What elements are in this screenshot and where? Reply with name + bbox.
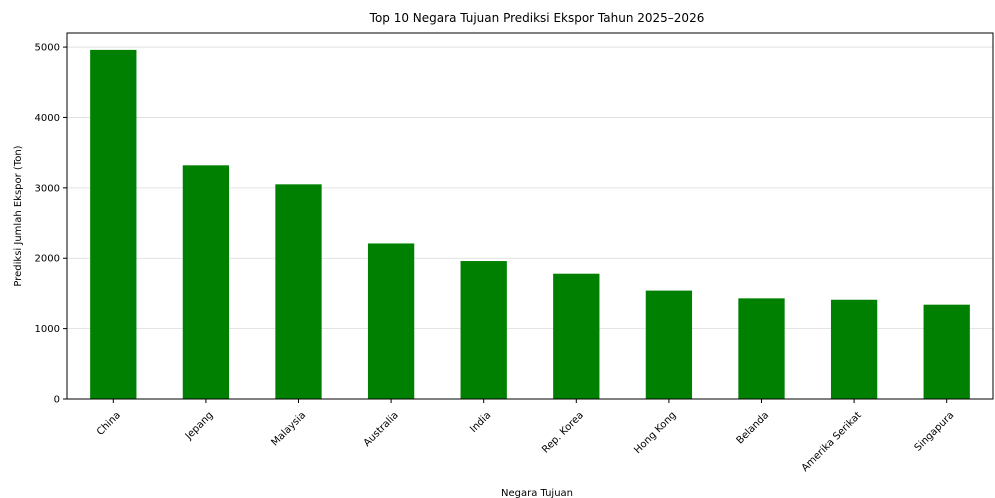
y-axis-ticks: 0 1000 2000 3000 4000 5000: [35, 43, 67, 406]
bar: [923, 304, 970, 399]
x-tick-label: Australia: [362, 410, 401, 449]
bar: [367, 243, 415, 399]
x-tick-label: India: [468, 410, 493, 435]
y-tick-label: 0: [54, 395, 60, 406]
y-tick-label: 3000: [35, 183, 60, 194]
x-axis-ticks: China Jepang Malaysia Australia India Rep. Ko…: [95, 399, 956, 474]
x-tick-label: Singapura: [913, 410, 957, 454]
bar: [830, 299, 878, 399]
bars: [90, 49, 970, 400]
bar: [738, 298, 785, 399]
x-tick-label: Belanda: [735, 410, 772, 447]
bar: [460, 261, 507, 399]
x-tick-label: Rep. Korea: [540, 410, 586, 456]
y-tick-label: 2000: [35, 254, 60, 265]
x-tick-label: Malaysia: [269, 410, 308, 449]
y-tick-label: 4000: [35, 113, 60, 124]
x-tick-label: Jepang: [183, 410, 216, 443]
x-tick-label: China: [95, 410, 123, 438]
bar: [553, 273, 600, 399]
y-tick-label: 1000: [35, 324, 60, 335]
bar: [90, 49, 137, 400]
plot-frame: [66, 32, 994, 400]
y-tick-label: 5000: [35, 43, 60, 54]
bar: [275, 184, 322, 399]
bar: [645, 290, 693, 399]
x-tick-label: Hong Kong: [632, 410, 678, 456]
x-tick-label: Amerika Serikat: [800, 410, 864, 474]
x-axis-title: Negara Tujuan: [501, 488, 573, 498]
y-axis-title: Prediksi Jumlah Ekspor (Ton): [13, 145, 24, 286]
bar: [182, 165, 230, 399]
chart-title: Top 10 Negara Tujuan Prediksi Ekspor Tah…: [369, 11, 705, 25]
